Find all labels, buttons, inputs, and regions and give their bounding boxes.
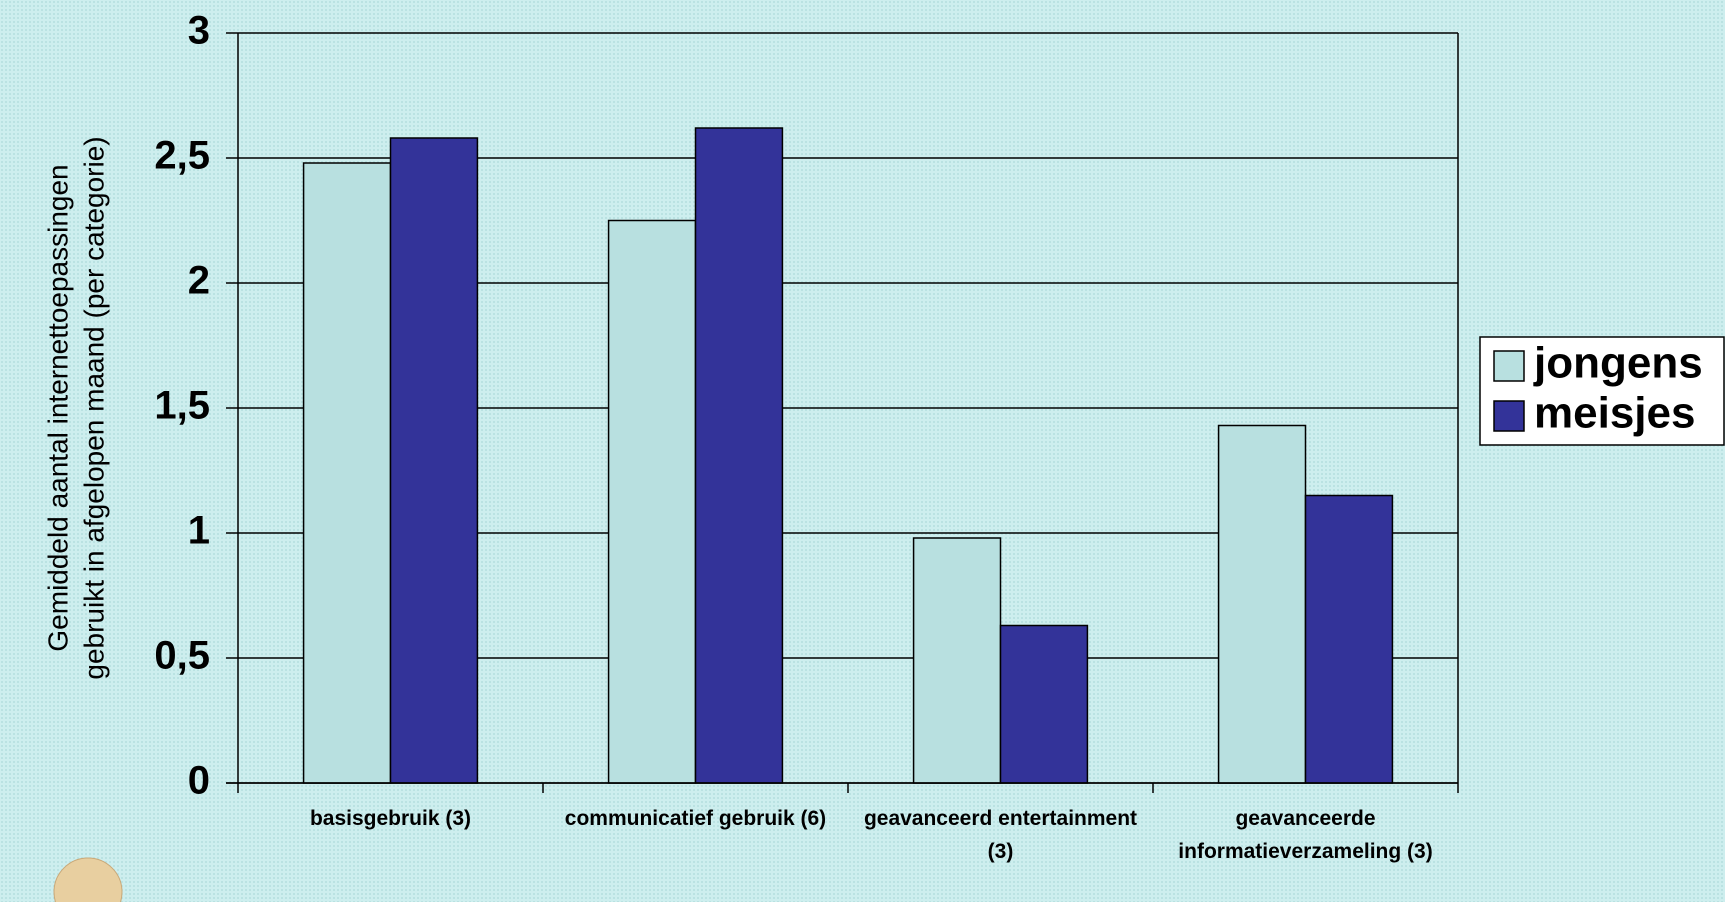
bar (694, 127, 784, 784)
y-tick-label: 0 (188, 759, 210, 803)
bar (302, 162, 392, 784)
x-tick-label: geavanceerde informatieverzameling (3) (1178, 807, 1433, 863)
y-tick-label: 2,5 (154, 134, 210, 178)
legend-swatch (1493, 400, 1525, 432)
legend-label: meisjes (1534, 389, 1695, 438)
y-axis-title: gebruikt in afgelopen maand (per categor… (78, 136, 109, 679)
bar (607, 219, 697, 784)
bar (999, 624, 1089, 784)
x-tick-label: communicatief gebruik (6) (564, 807, 827, 830)
legend-label: jongens (1533, 339, 1703, 388)
legend-swatch (1493, 350, 1525, 382)
x-tick-label: basisgebruik (3) (309, 807, 472, 830)
bar (912, 537, 1002, 784)
y-tick-label: 3 (188, 9, 210, 53)
bar (1304, 494, 1394, 784)
y-tick-label: 1,5 (154, 384, 210, 428)
y-tick-label: 1 (188, 509, 210, 553)
logo-decoration (53, 857, 123, 902)
y-tick-label: 2 (188, 259, 210, 303)
bar (1217, 424, 1307, 784)
x-tick-label: geavanceerd entertainment (3) (863, 807, 1138, 863)
bar (389, 137, 479, 784)
y-axis-title: Gemiddeld aantal internettoepassingen (42, 164, 73, 651)
y-tick-label: 0,5 (154, 634, 210, 678)
